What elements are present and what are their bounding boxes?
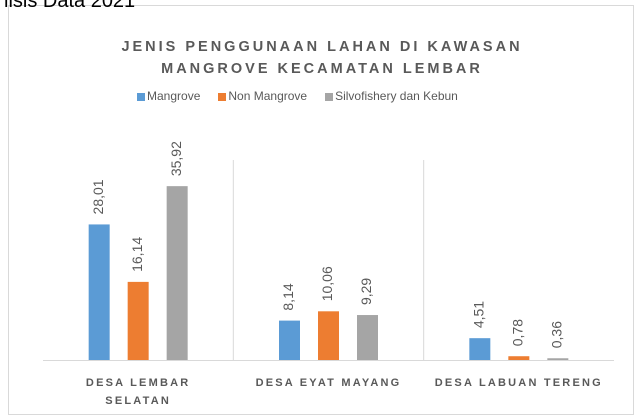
bar	[469, 338, 491, 360]
bar	[166, 186, 188, 360]
legend-swatch	[137, 93, 145, 101]
data-label: 8,14	[280, 283, 296, 310]
bar	[357, 315, 378, 360]
legend-label: Silvofishery dan Kebun	[335, 89, 458, 103]
data-label: 0,78	[510, 319, 526, 346]
chart-title: JENIS PENGGUNAAN LAHAN DI KAWASAN MANGRO…	[121, 39, 523, 77]
legend-label: Non Mangrove	[228, 89, 308, 103]
data-label: 16,14	[129, 237, 145, 272]
bar	[127, 281, 149, 360]
bar	[508, 356, 530, 360]
legend-swatch	[325, 93, 334, 101]
x-tick-label: DESA LEMBAR SELATAN	[85, 377, 191, 407]
data-label: 4,51	[471, 301, 487, 328]
data-label: 10,06	[319, 266, 335, 301]
data-label: 9,29	[358, 278, 374, 305]
data-label: 0,36	[549, 321, 565, 348]
data-label: 35,92	[168, 141, 184, 176]
data-label: 28,01	[90, 179, 106, 214]
bar	[279, 320, 300, 360]
bar	[318, 311, 339, 360]
bar	[547, 358, 569, 360]
legend-label: Mangrove	[147, 89, 201, 103]
bar	[88, 224, 110, 360]
x-tick-label: DESA LABUAN TERENG	[434, 377, 603, 389]
legend-swatch	[218, 93, 227, 101]
caption: lisis Data 2021	[4, 0, 136, 12]
x-tick-label: DESA EYAT MAYANG	[255, 377, 402, 389]
